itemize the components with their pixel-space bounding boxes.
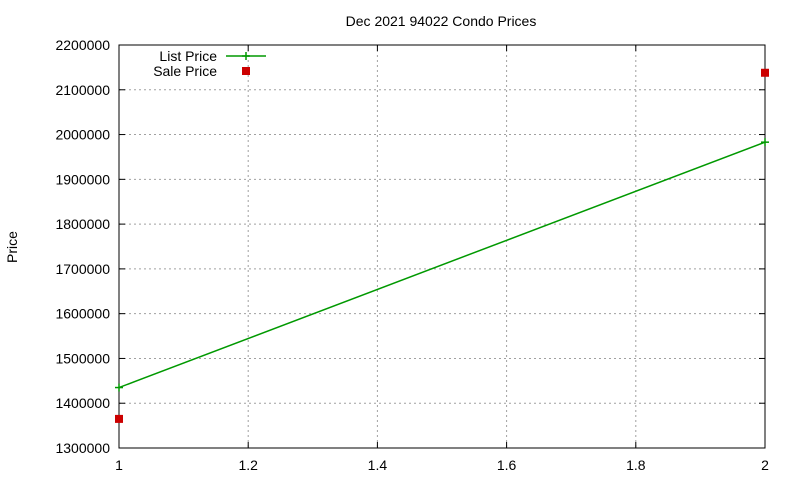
series-0 — [115, 138, 769, 392]
x-tick-label: 1.4 — [368, 457, 388, 473]
x-tick-label: 2 — [761, 457, 769, 473]
sale-price-point — [115, 414, 123, 423]
grid — [119, 45, 765, 448]
x-tick-label: 1.8 — [626, 457, 646, 473]
x-tick-label: 1 — [115, 457, 123, 473]
legend-swatch-marker — [242, 52, 250, 60]
y-tick-label: 1500000 — [55, 350, 110, 366]
y-tick-label: 1300000 — [55, 440, 110, 456]
list-price-point — [115, 383, 123, 392]
axis-ticks: 1300000 1400000 1500000 1600000 1700000 18000… — [55, 37, 769, 473]
legend-swatch-marker — [242, 67, 250, 75]
x-tick-label: 1.6 — [497, 457, 517, 473]
list-price-point — [761, 138, 769, 147]
sale-price-point — [761, 68, 769, 77]
series — [115, 68, 769, 423]
y-tick-label: 1900000 — [55, 171, 110, 187]
y-tick-label: 2000000 — [55, 127, 110, 143]
x-tick-label: 1.2 — [238, 457, 258, 473]
y-tick-label: 2200000 — [55, 37, 110, 53]
y-axis-label: Price — [4, 231, 20, 263]
list-price-line — [118, 141, 766, 389]
legend-label: Sale Price — [153, 63, 217, 79]
y-tick-label: 1600000 — [55, 306, 110, 322]
legend-item: List Price — [159, 48, 266, 64]
y-tick-label: 2100000 — [55, 82, 110, 98]
legend-item: Sale Price — [153, 63, 250, 79]
plot-frame — [118, 44, 766, 449]
chart-title: Dec 2021 94022 Condo Prices — [346, 13, 537, 29]
y-tick-label: 1400000 — [55, 395, 110, 411]
legend-label: List Price — [159, 48, 217, 64]
y-tick-label: 1800000 — [55, 216, 110, 232]
y-tick-label: 1700000 — [55, 261, 110, 277]
series-1 — [115, 68, 769, 423]
